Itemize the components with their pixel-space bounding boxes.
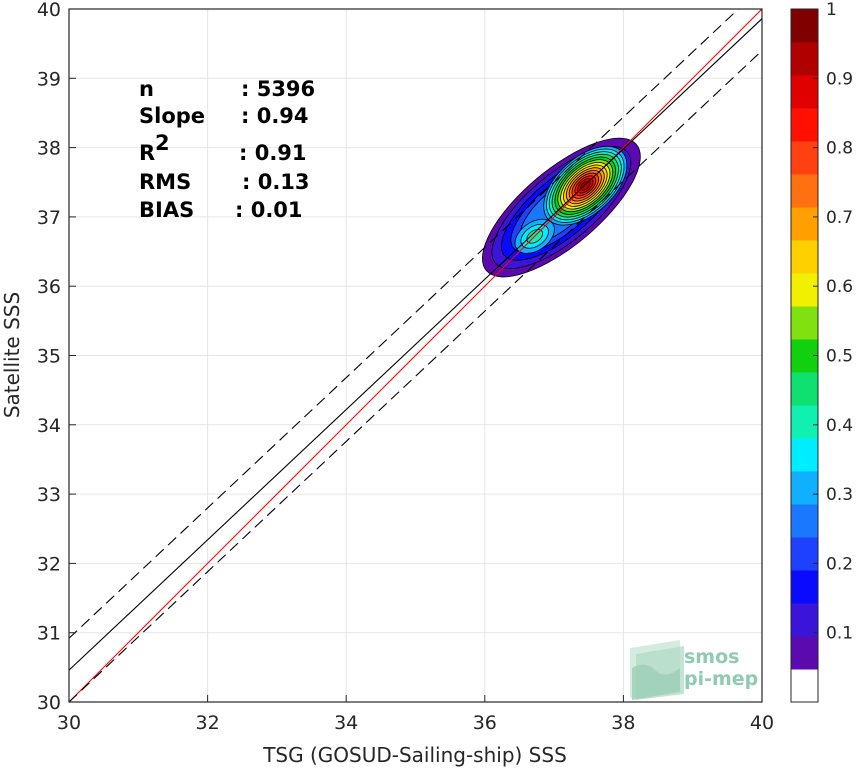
stat-label-superscript: 2	[155, 131, 170, 155]
colorbar-swatch	[791, 141, 818, 175]
stat-label: R	[139, 141, 155, 165]
colorbar-swatch	[791, 207, 818, 241]
logo-line1: smos	[684, 646, 739, 668]
line-fit-rms	[69, 50, 762, 702]
y-tick-label: 31	[37, 623, 61, 645]
y-tick-label: 30	[37, 692, 61, 714]
y-axis-ticks: 30 31 32 33 34 35 36 37 38 39 40	[37, 0, 76, 714]
stat-value: : 0.13	[242, 170, 310, 194]
colorbar-swatch	[791, 240, 818, 274]
colorbar-swatch	[791, 636, 818, 670]
colorbar-swatch	[791, 306, 818, 340]
colorbar-swatch	[791, 42, 818, 76]
x-tick-label: 34	[334, 712, 358, 734]
x-tick-label: 38	[611, 712, 635, 734]
y-tick-label: 35	[37, 346, 61, 368]
colorbar-swatch	[791, 471, 818, 505]
colorbar: 0.1 0.2 0.3 0.4 0.5 0.6 0.7 0.8 0.9 1	[790, 0, 853, 703]
y-tick-label: 34	[37, 415, 61, 437]
stat-label: RMS	[139, 170, 191, 194]
colorbar-swatch	[791, 174, 818, 208]
colorbar-tick-label: 0.6	[826, 277, 853, 297]
x-tick-label: 36	[473, 712, 497, 734]
y-tick-label: 40	[37, 0, 61, 21]
colorbar-swatch	[791, 405, 818, 439]
colorbar-swatch	[791, 438, 818, 472]
colorbar-swatch	[791, 669, 818, 703]
colorbar-tick-label: 0.3	[826, 485, 853, 505]
stat-value: : 0.91	[239, 141, 307, 165]
y-tick-label: 37	[37, 207, 61, 229]
colorbar-swatch	[791, 372, 818, 406]
colorbar-tick-label: 0.8	[826, 139, 853, 159]
line-1-1	[69, 9, 762, 702]
colorbar-tick-label: 0.5	[826, 347, 853, 367]
logo-wave-icon	[630, 640, 684, 700]
line-fit-rms	[69, 9, 740, 639]
statistics-panel: n : 5396 Slope : 0.94 R 2 : 0.91 RMS : 0.13 BIAS:…	[139, 77, 315, 222]
y-tick-label: 33	[37, 484, 61, 506]
y-tick-label: 36	[37, 276, 61, 298]
y-tick-label: 39	[37, 68, 61, 90]
stat-label: Slope	[139, 104, 205, 128]
stat-value: : 5396	[241, 77, 315, 101]
y-axis-label: Satellite SSS	[0, 292, 24, 418]
colorbar-swatch	[791, 504, 818, 538]
stat-label: BIAS	[139, 198, 194, 222]
line-fit	[69, 18, 762, 671]
smos-pi-mep-logo: smos pi-mep	[630, 640, 758, 700]
x-tick-label: 32	[196, 712, 220, 734]
regression-lines	[69, 9, 762, 702]
colorbar-swatch	[791, 603, 818, 637]
colorbar-tick-label: 0.2	[826, 554, 853, 574]
colorbar-tick-label: 0.1	[826, 624, 853, 644]
colorbar-swatch	[791, 75, 818, 109]
colorbar-swatch	[791, 108, 818, 142]
colorbar-tick-label: 0.4	[826, 416, 853, 436]
x-tick-label: 30	[57, 712, 81, 734]
colorbar-tick-label: 1	[826, 0, 837, 20]
x-axis-label: TSG (GOSUD-Sailing-ship) SSS	[262, 743, 567, 767]
colorbar-swatch	[791, 537, 818, 571]
logo-line2: pi-mep	[684, 668, 758, 690]
colorbar-tick-label: 0.7	[826, 208, 853, 228]
x-axis-ticks: 30 32 34 36 38 40	[57, 695, 774, 734]
stat-value: : 0.94	[241, 104, 309, 128]
x-tick-label: 40	[750, 712, 774, 734]
stat-label: n	[139, 77, 154, 101]
y-tick-label: 38	[37, 138, 61, 160]
colorbar-swatch	[791, 570, 818, 604]
colorbar-tick-label: 0.9	[826, 69, 853, 89]
colorbar-swatch	[791, 9, 818, 43]
colorbar-swatch	[791, 273, 818, 307]
y-tick-label: 32	[37, 553, 61, 575]
stat-value: : 0.01	[235, 198, 303, 222]
